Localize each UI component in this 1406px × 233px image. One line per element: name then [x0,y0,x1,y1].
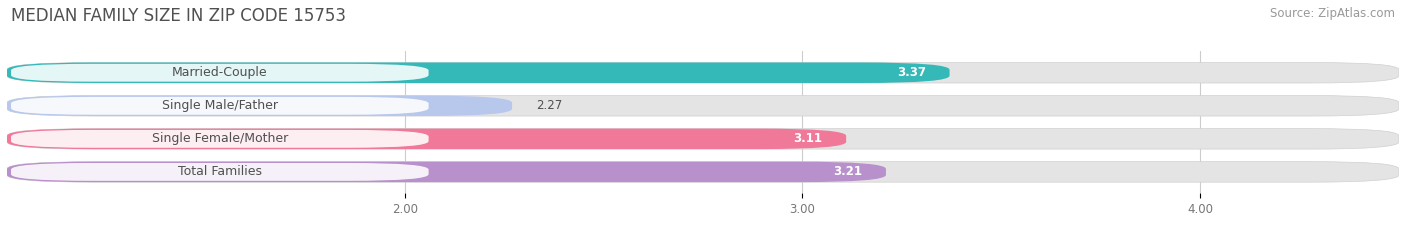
FancyBboxPatch shape [11,97,429,115]
Text: Married-Couple: Married-Couple [172,66,267,79]
FancyBboxPatch shape [7,162,886,182]
FancyBboxPatch shape [11,64,429,82]
FancyBboxPatch shape [7,129,1399,149]
FancyBboxPatch shape [11,130,429,148]
FancyBboxPatch shape [7,129,846,149]
Text: MEDIAN FAMILY SIZE IN ZIP CODE 15753: MEDIAN FAMILY SIZE IN ZIP CODE 15753 [11,7,346,25]
Text: 3.21: 3.21 [834,165,862,178]
Text: Source: ZipAtlas.com: Source: ZipAtlas.com [1270,7,1395,20]
Text: 2.27: 2.27 [536,99,562,112]
Text: 3.11: 3.11 [793,132,823,145]
FancyBboxPatch shape [7,62,1399,83]
Text: 3.37: 3.37 [897,66,925,79]
FancyBboxPatch shape [7,162,1399,182]
FancyBboxPatch shape [11,163,429,181]
FancyBboxPatch shape [7,62,949,83]
Text: Single Female/Mother: Single Female/Mother [152,132,288,145]
FancyBboxPatch shape [7,96,512,116]
Text: Single Male/Father: Single Male/Father [162,99,278,112]
FancyBboxPatch shape [7,96,1399,116]
Text: Total Families: Total Families [177,165,262,178]
